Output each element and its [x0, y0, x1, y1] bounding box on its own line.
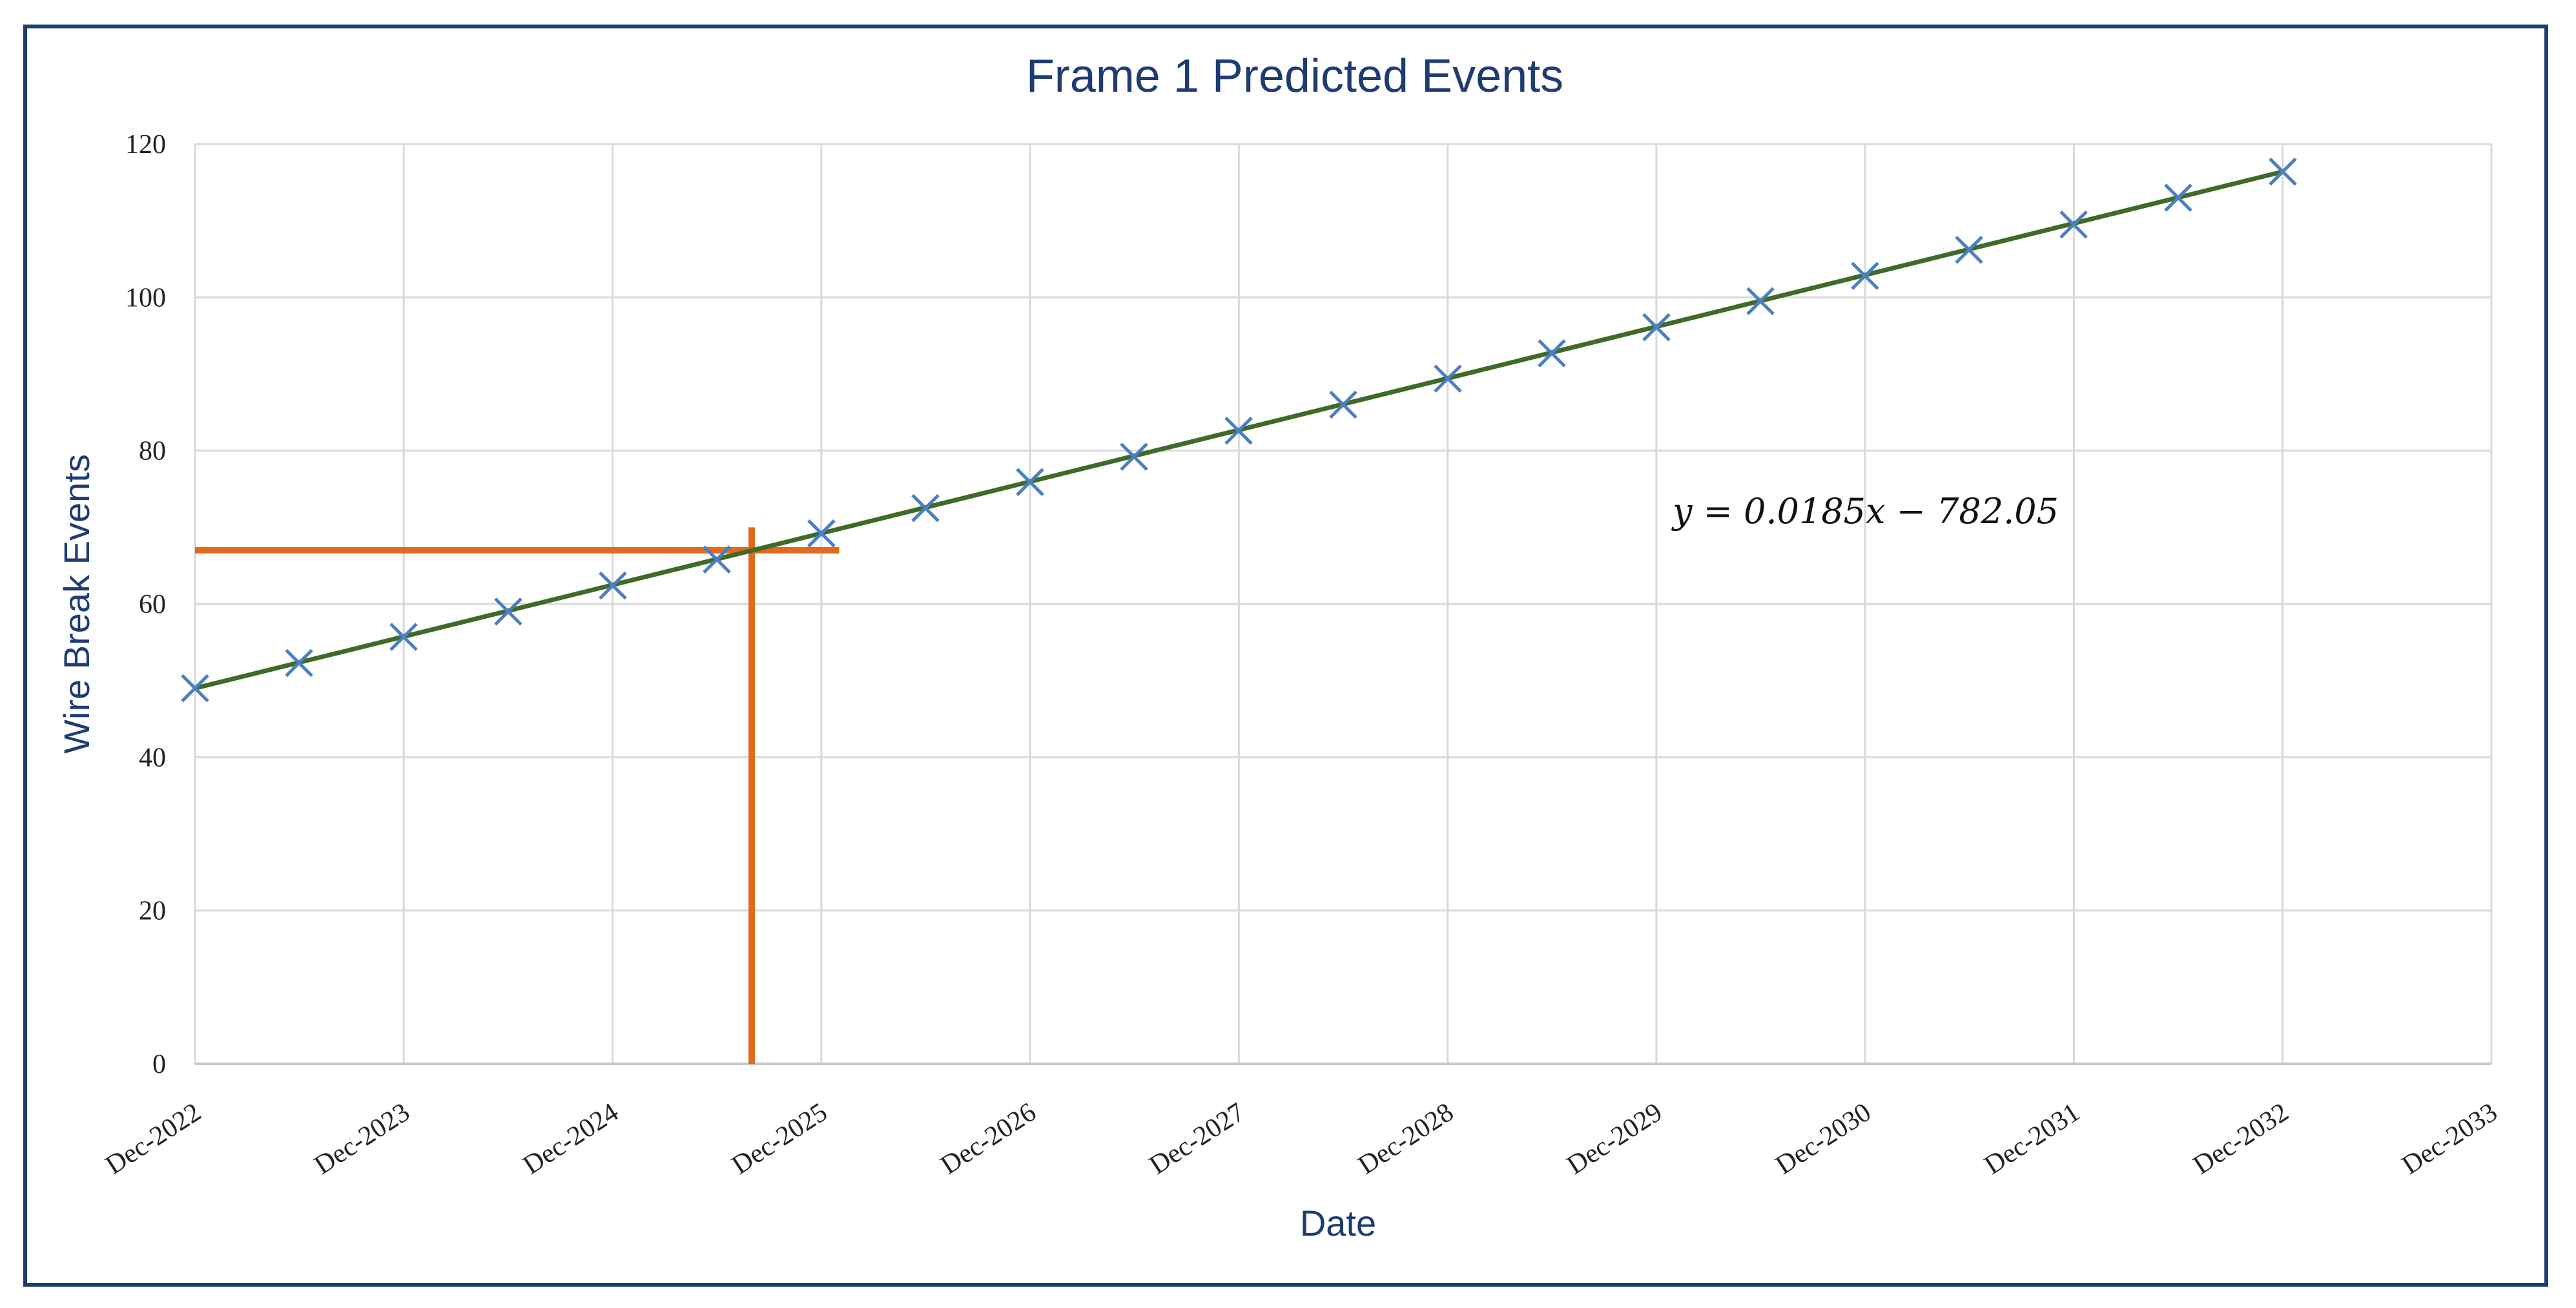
data-point-stroke — [2269, 157, 2297, 186]
x-tick-label: Dec-2030 — [1771, 1097, 1877, 1181]
x-tick-label: Dec-2033 — [2397, 1097, 2503, 1181]
x-tick-label: Dec-2025 — [726, 1097, 832, 1181]
x-tick-label: Dec-2026 — [936, 1097, 1042, 1181]
data-point-marker — [1851, 262, 1879, 290]
y-tick-label: 60 — [139, 590, 166, 619]
data-point-stroke — [285, 649, 313, 678]
data-point-marker — [389, 623, 418, 651]
data-point-marker — [285, 649, 313, 678]
data-point-stroke — [911, 493, 940, 523]
data-points — [181, 157, 2297, 703]
reference-lines — [195, 527, 840, 1064]
data-point-stroke — [807, 519, 836, 548]
data-point-marker — [2059, 210, 2088, 239]
x-tick-label: Dec-2032 — [2188, 1097, 2294, 1181]
data-point-marker — [1955, 235, 1983, 264]
data-point-stroke — [599, 571, 627, 600]
data-point-marker — [807, 519, 836, 548]
data-point-marker — [181, 674, 209, 703]
x-axis-ticks: Dec-2022 Dec-2023 Dec-2024 Dec-2025 Dec-2026… — [101, 1097, 2503, 1181]
trendline-equation: y = 0.0185x − 782.05 — [1671, 491, 2059, 532]
data-point-marker — [911, 493, 940, 523]
y-tick-label: 0 — [152, 1050, 166, 1079]
y-tick-label: 80 — [139, 437, 166, 466]
data-point-stroke — [1538, 339, 1566, 368]
data-point-stroke — [1746, 287, 1775, 316]
data-point-stroke — [2164, 183, 2192, 212]
x-tick-label: Dec-2027 — [1144, 1097, 1250, 1181]
y-tick-label: 40 — [139, 743, 166, 773]
data-point-marker — [1016, 468, 1044, 497]
x-tick-label: Dec-2029 — [1561, 1097, 1667, 1181]
y-axis-title: Wire Break Events — [56, 454, 97, 754]
y-tick-label: 100 — [125, 283, 166, 313]
data-point-stroke — [1851, 262, 1879, 290]
chart-frame — [23, 25, 2548, 1287]
data-point-stroke — [1224, 417, 1253, 445]
x-tick-label: Dec-2022 — [101, 1097, 207, 1181]
chart-title: Frame 1 Predicted Events — [1026, 50, 1563, 102]
data-point-stroke — [2059, 210, 2088, 239]
data-point-stroke — [1120, 442, 1148, 471]
gridlines — [194, 143, 2493, 1065]
data-point-marker — [1329, 390, 1357, 419]
data-point-stroke — [1329, 390, 1357, 419]
x-tick-label: Dec-2024 — [518, 1097, 624, 1181]
data-point-stroke — [703, 545, 731, 574]
data-point-stroke — [1642, 313, 1671, 342]
data-point-marker — [1642, 313, 1671, 342]
data-point-stroke — [494, 597, 522, 626]
data-point-marker — [1434, 364, 1462, 393]
data-point-marker — [1224, 417, 1253, 445]
y-tick-label: 120 — [125, 130, 166, 160]
x-tick-label: Dec-2023 — [309, 1097, 415, 1181]
data-point-marker — [2269, 157, 2297, 186]
data-point-stroke — [181, 674, 209, 703]
y-tick-label: 20 — [139, 897, 166, 926]
data-point-stroke — [1016, 468, 1044, 497]
data-point-marker — [599, 571, 627, 600]
data-point-stroke — [389, 623, 418, 651]
data-point-marker — [1538, 339, 1566, 368]
y-axis-ticks: 0 20 40 60 80 100 120 — [125, 130, 166, 1079]
data-point-marker — [494, 597, 522, 626]
x-tick-label: Dec-2028 — [1353, 1097, 1459, 1181]
data-point-marker — [703, 545, 731, 574]
data-point-stroke — [1955, 235, 1983, 264]
data-point-marker — [2164, 183, 2192, 212]
data-point-marker — [1746, 287, 1775, 316]
data-point-marker — [1120, 442, 1148, 471]
x-axis-title: Date — [1300, 1203, 1376, 1243]
x-tick-label: Dec-2031 — [1979, 1097, 2085, 1181]
data-point-stroke — [1434, 364, 1462, 393]
